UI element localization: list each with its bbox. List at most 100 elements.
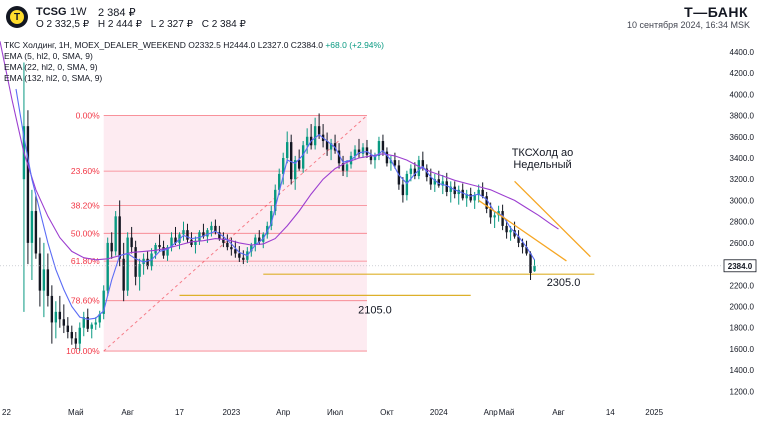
candle-body: [485, 196, 488, 209]
x-axis-tick-label: 2024: [430, 408, 448, 417]
candle-body: [158, 244, 161, 248]
candle-body: [501, 211, 504, 226]
candle-body: [461, 189, 464, 199]
support-level-label: 2105.0: [358, 304, 392, 316]
candle-body: [517, 236, 520, 243]
ema-slow-line: [0, 41, 559, 261]
candle-body: [449, 186, 452, 192]
candle-body: [286, 142, 289, 158]
candle-body: [329, 143, 333, 150]
candle-body: [82, 317, 85, 328]
candle-body: [90, 324, 93, 329]
candle-body: [54, 311, 58, 323]
candle-body: [433, 179, 436, 185]
candle-body: [385, 151, 389, 164]
candle-body: [130, 237, 133, 248]
candle-body: [513, 230, 516, 237]
fib-level-label: 78.60%: [71, 296, 100, 306]
fib-level-label: 38.20%: [71, 201, 100, 211]
ema-fast-line: [15, 88, 535, 320]
candle-body: [282, 158, 285, 174]
ema-fast-legend[interactable]: EMA (5, hl2, 0, SMA, 9): [4, 51, 93, 61]
y-axis-tick-label: 3600.0: [730, 133, 755, 142]
candle-body: [42, 269, 46, 291]
candle-body: [50, 295, 54, 323]
candle-body: [505, 225, 508, 233]
candle-body: [274, 189, 277, 212]
candle-body: [341, 163, 345, 171]
fib-level-label: 61.80%: [71, 256, 100, 266]
candle-body: [182, 230, 185, 235]
main-series-legend[interactable]: ТКС Холдинг, 1Н, MOEX_DEALER_WEEKEND O23…: [4, 40, 384, 51]
candle-body: [301, 145, 305, 169]
candle-body: [481, 189, 484, 197]
candle-body: [473, 195, 476, 201]
candle-body: [198, 232, 201, 241]
candle-body: [26, 126, 30, 243]
candle-body: [138, 264, 141, 277]
candle-body: [30, 211, 34, 243]
x-axis-tick-label: Июл: [327, 408, 344, 417]
x-axis-tick-label: Окт: [380, 408, 394, 417]
fib-level-label: 0.00%: [76, 111, 101, 121]
ema-slow-legend[interactable]: EMA (132, hl2, 0, SMA, 9): [4, 73, 103, 83]
y-axis-tick-label: 4000.0: [730, 90, 755, 99]
candle-body: [146, 258, 149, 267]
ticker-symbol[interactable]: TCSG: [36, 6, 67, 18]
timeframe-label[interactable]: 1W: [70, 6, 87, 18]
candle-body: [218, 232, 221, 239]
candle-body: [122, 258, 125, 291]
candle-body: [477, 189, 480, 196]
candle-body: [118, 216, 121, 259]
candle-body: [70, 331, 74, 339]
last-price: 2 384 ₽: [98, 7, 136, 19]
candle-body: [34, 211, 38, 254]
candle-body: [98, 313, 101, 323]
y-axis-tick-label: 1800.0: [730, 324, 755, 333]
ema-mid-legend[interactable]: EMA (22, hl2, 0, SMA, 9): [4, 62, 98, 72]
fib-level-label: 50.00%: [71, 228, 100, 238]
candle-body: [417, 160, 421, 177]
candle-body: [270, 211, 273, 226]
fib-level-label: 100.00%: [66, 346, 100, 356]
candle-body: [210, 225, 213, 231]
y-axis-tick-label: 4400.0: [730, 48, 755, 57]
candle-body: [357, 149, 361, 154]
candle-body: [206, 230, 209, 237]
candle-body: [469, 194, 472, 201]
candle-body: [134, 247, 137, 277]
candle-body: [441, 181, 444, 186]
x-axis-tick-label: 2023: [222, 408, 240, 417]
candle-body: [238, 253, 241, 258]
candle-body: [421, 160, 425, 169]
x-axis-tick-label: Авг: [121, 408, 134, 417]
candle-body: [250, 244, 253, 252]
candle-body: [170, 237, 173, 248]
candle-body: [297, 160, 301, 169]
series-change: +68.0 (+2.94%): [325, 40, 384, 50]
y-axis-tick-label: 1400.0: [730, 366, 755, 375]
candle-body: [114, 216, 117, 252]
candle-body: [361, 147, 365, 154]
candle-body: [437, 179, 440, 186]
indicator-legend: ТКС Холдинг, 1Н, MOEX_DEALER_WEEKEND O23…: [4, 40, 384, 84]
candle-body: [525, 247, 528, 254]
open-value: O 2 332,5 ₽: [36, 19, 90, 30]
candle-body: [405, 173, 409, 196]
candle-body: [425, 168, 429, 178]
x-axis-tick-label: Май: [68, 408, 84, 417]
candle-body: [381, 141, 385, 152]
candle-body: [154, 244, 157, 254]
candle-body: [325, 141, 329, 150]
x-axis-tick-label: 17: [175, 408, 184, 417]
logo-letter: T: [10, 10, 24, 24]
low-value: L 2 327 ₽: [150, 19, 193, 30]
y-axis-tick-label: 3200.0: [730, 175, 755, 184]
candle-body: [493, 215, 496, 218]
candle-body: [293, 160, 297, 180]
ohlc-values: O 2 332,5 ₽ H 2 444 ₽ L 2 327 ₽ C 2 384 …: [36, 19, 252, 30]
candle-body: [289, 142, 293, 180]
candle-body: [393, 160, 397, 166]
candle-body: [38, 253, 42, 291]
